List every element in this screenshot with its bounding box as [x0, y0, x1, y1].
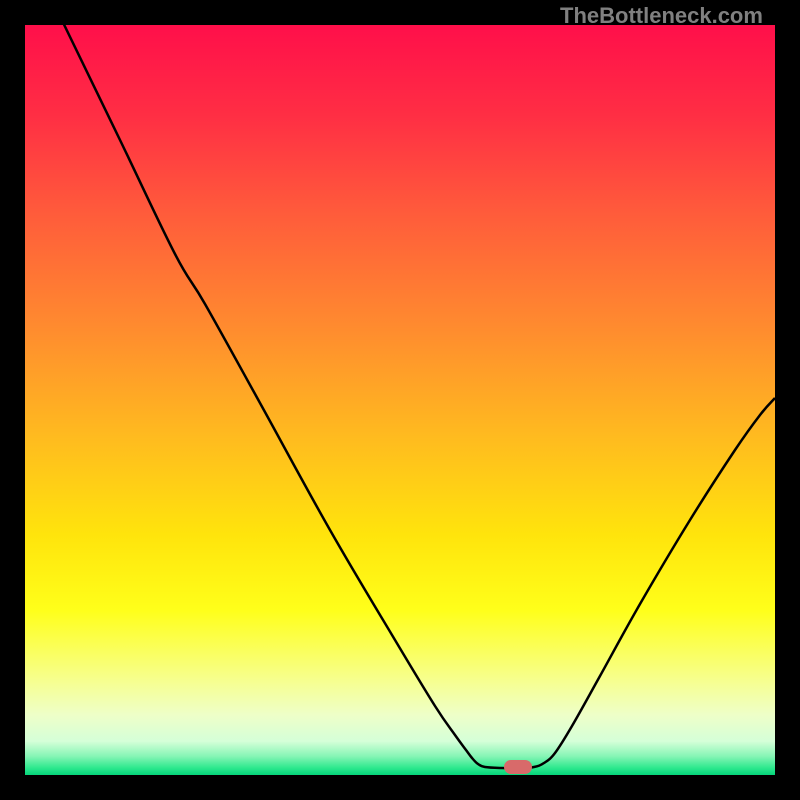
optimal-marker: [504, 760, 532, 774]
chart-container: TheBottleneck.com: [0, 0, 800, 800]
gradient-background: [25, 25, 775, 775]
watermark-text: TheBottleneck.com: [560, 3, 763, 29]
plot-area: [25, 25, 775, 775]
